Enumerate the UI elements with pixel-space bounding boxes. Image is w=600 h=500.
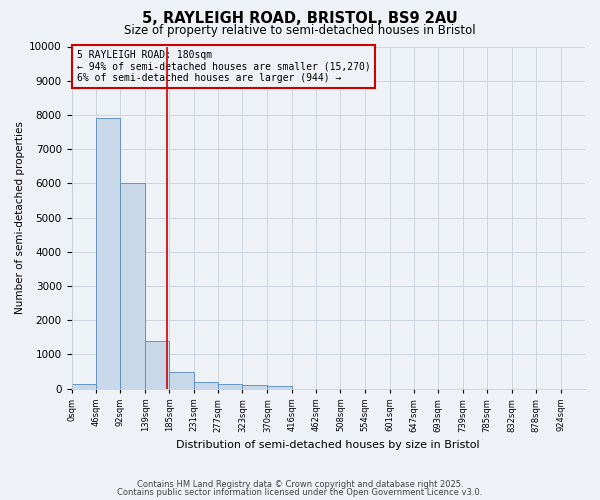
Text: Contains HM Land Registry data © Crown copyright and database right 2025.: Contains HM Land Registry data © Crown c… [137,480,463,489]
Bar [218,384,242,388]
X-axis label: Distribution of semi-detached houses by size in Bristol: Distribution of semi-detached houses by … [176,440,480,450]
Y-axis label: Number of semi-detached properties: Number of semi-detached properties [15,121,25,314]
Text: 5, RAYLEIGH ROAD, BRISTOL, BS9 2AU: 5, RAYLEIGH ROAD, BRISTOL, BS9 2AU [142,11,458,26]
Bar [242,385,268,388]
Text: 5 RAYLEIGH ROAD: 180sqm
← 94% of semi-detached houses are smaller (15,270)
6% of: 5 RAYLEIGH ROAD: 180sqm ← 94% of semi-de… [77,50,370,83]
Bar [120,184,145,388]
Bar [96,118,120,388]
Bar [169,372,194,388]
Bar [71,384,96,388]
Text: Size of property relative to semi-detached houses in Bristol: Size of property relative to semi-detach… [124,24,476,37]
Bar [268,386,292,388]
Bar [145,340,169,388]
Bar [194,382,218,388]
Text: Contains public sector information licensed under the Open Government Licence v3: Contains public sector information licen… [118,488,482,497]
